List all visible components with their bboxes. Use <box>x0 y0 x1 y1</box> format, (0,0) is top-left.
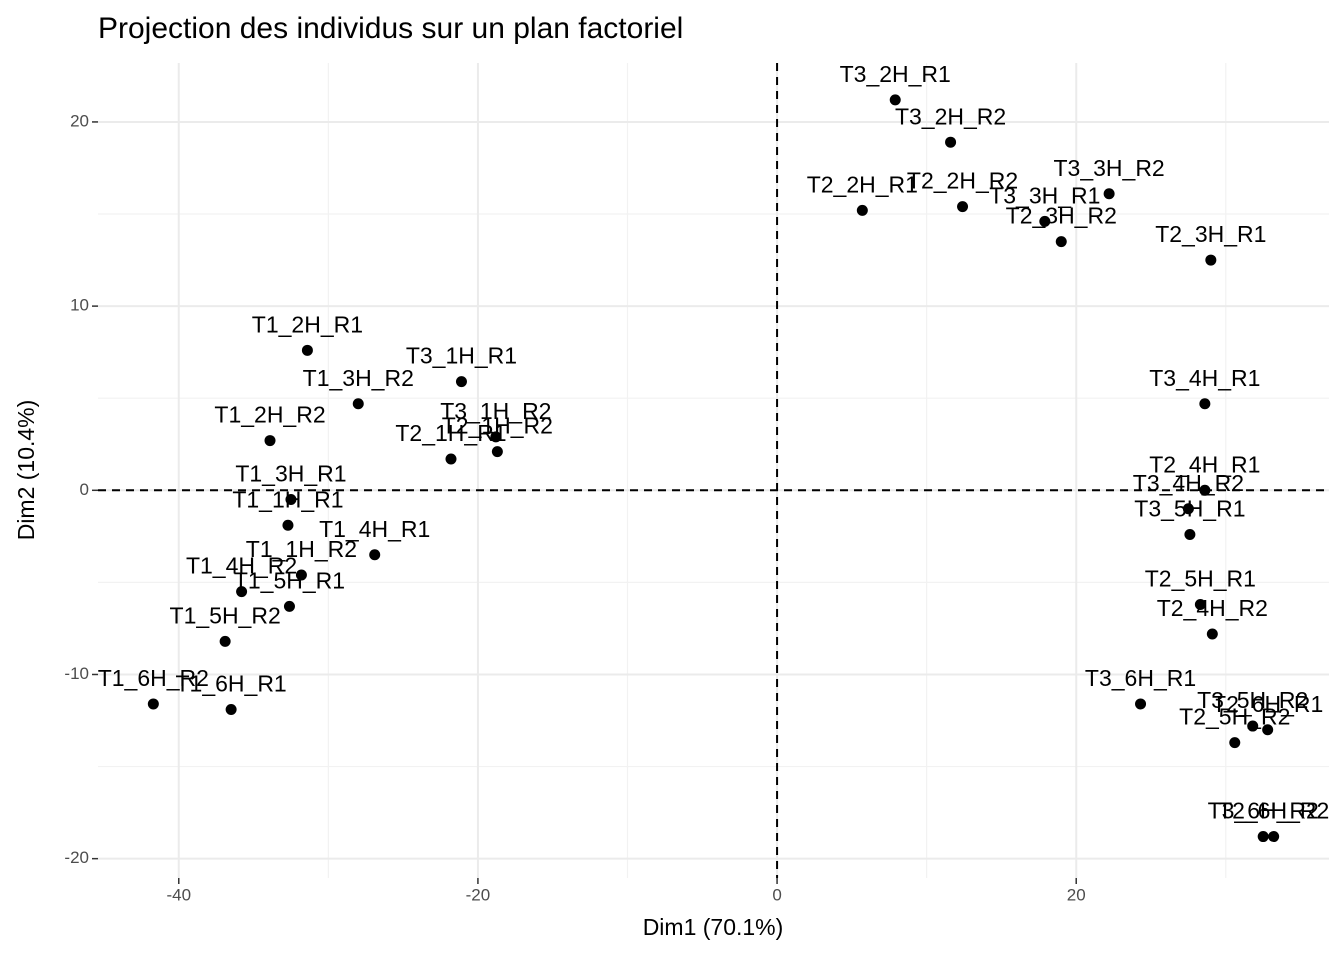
point-label: T1_6H_R2 <box>98 665 209 691</box>
point <box>1194 598 1206 610</box>
point <box>236 586 248 598</box>
point-label: T2_5H_R2 <box>1179 704 1290 730</box>
point-label: T1_5H_R2 <box>170 602 281 628</box>
point-label: T1_6H_R1 <box>176 671 287 697</box>
point <box>945 136 957 148</box>
point-label: T2_3H_R2 <box>1006 203 1117 229</box>
point <box>1199 398 1211 410</box>
point <box>282 519 294 531</box>
y-tick-label: 0 <box>80 480 89 499</box>
point <box>219 635 231 647</box>
y-tick-label: -20 <box>64 848 89 867</box>
point <box>1257 831 1269 843</box>
x-tick-label: -40 <box>166 885 191 904</box>
point <box>264 435 276 447</box>
y-tick-label: 20 <box>70 111 89 130</box>
point <box>301 344 313 356</box>
point-label: T2_3H_R1 <box>1155 221 1266 247</box>
point-label: T3_6H_R1 <box>1085 665 1196 691</box>
point <box>147 698 159 710</box>
point <box>1206 628 1218 640</box>
point <box>1268 831 1280 843</box>
point <box>225 703 237 715</box>
point <box>455 376 467 388</box>
points <box>147 94 1280 843</box>
point <box>1229 737 1241 749</box>
point <box>1262 724 1274 736</box>
point-label: T1_2H_R1 <box>252 311 363 337</box>
point-label: T3_3H_R1 <box>989 182 1100 208</box>
point-label: T2_2H_R1 <box>807 171 918 197</box>
y-tick-label: -10 <box>64 664 89 683</box>
point-label: T2_5H_R1 <box>1145 566 1256 592</box>
x-tick-label: 0 <box>772 885 781 904</box>
y-axis-title: Dim2 (10.4%) <box>13 400 39 541</box>
point <box>1055 236 1067 248</box>
point <box>856 204 868 216</box>
point <box>491 446 503 458</box>
point-label: T1_3H_R1 <box>235 461 346 487</box>
point <box>889 94 901 106</box>
point-label: T2_4H_R2 <box>1157 595 1268 621</box>
axes: -40 -20 0 20 -20 -10 0 10 20 <box>64 111 1085 904</box>
point-label: T2_2H_R2 <box>907 168 1018 194</box>
point <box>1247 720 1259 732</box>
point-label: T1_5H_R1 <box>234 567 345 593</box>
point <box>285 494 297 506</box>
reference-lines <box>98 63 1329 878</box>
point-label: T2_6H_R1 <box>1212 691 1323 717</box>
point-label: T1_3H_R2 <box>303 365 414 391</box>
point-label: T3_4H_R2 <box>1133 470 1244 496</box>
chart-title: Projection des individus sur un plan fac… <box>98 12 683 45</box>
point-label: T2_4H_R1 <box>1149 451 1260 477</box>
point-label: T3_2H_R1 <box>840 61 951 87</box>
point-label: T2_1H_R1 <box>395 420 506 446</box>
point-label: T3_4H_R1 <box>1149 365 1260 391</box>
point-label: T1_1H_R2 <box>246 536 357 562</box>
point <box>445 453 457 465</box>
x-axis-title: Dim1 (70.1%) <box>643 914 784 940</box>
point-label: T3_6H_R2 <box>1208 798 1319 824</box>
point-label: T2_1H_R2 <box>442 413 553 439</box>
point <box>369 549 381 561</box>
point-label: T1_1H_R1 <box>232 486 343 512</box>
point-label: T3_5H_R2 <box>1197 687 1308 713</box>
point-label: T3_1H_R2 <box>440 398 551 424</box>
point-label: T3_5H_R1 <box>1134 496 1245 522</box>
point <box>957 201 969 213</box>
point <box>283 600 295 612</box>
point <box>1135 698 1147 710</box>
point-label: T3_3H_R2 <box>1054 155 1165 181</box>
point <box>1182 503 1194 515</box>
point <box>1039 215 1051 227</box>
point-label: T3_2H_R2 <box>895 103 1006 129</box>
point <box>1103 188 1115 200</box>
point-label: T1_4H_R2 <box>186 553 297 579</box>
point-label: T2_6H_R2 <box>1218 798 1329 824</box>
point <box>1205 254 1217 266</box>
point <box>1184 529 1196 541</box>
point <box>295 569 307 581</box>
point-label: T1_4H_R1 <box>319 516 430 542</box>
point <box>352 398 364 410</box>
point <box>490 431 502 443</box>
point-label: T1_2H_R2 <box>214 402 325 428</box>
x-tick-label: 20 <box>1067 885 1086 904</box>
y-tick-label: 10 <box>70 296 89 315</box>
point-label: T3_1H_R1 <box>406 343 517 369</box>
grid <box>98 63 1329 878</box>
point <box>1199 484 1211 496</box>
x-tick-label: -20 <box>466 885 491 904</box>
